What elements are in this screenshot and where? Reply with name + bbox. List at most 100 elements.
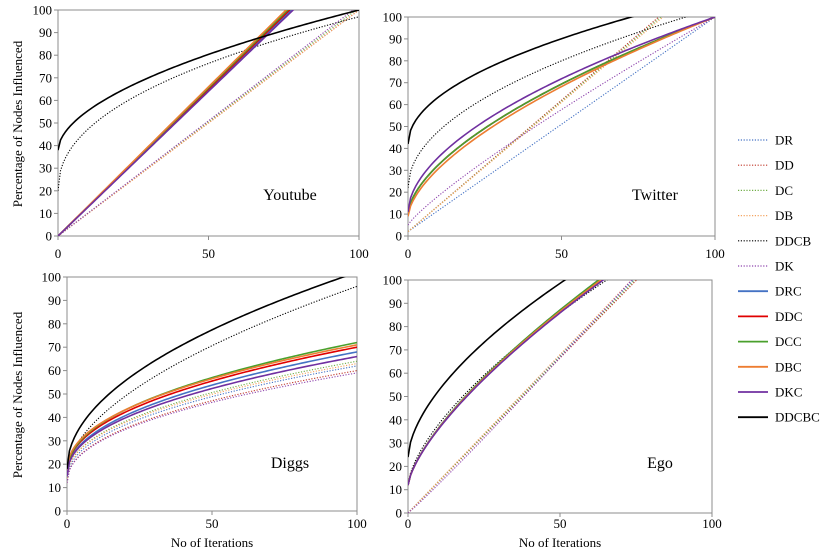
x-tick-label: 0 (64, 516, 71, 531)
y-tick-label: 80 (39, 48, 52, 63)
x-tick-label: 100 (349, 246, 369, 261)
legend-item-ddcb: DDCB (738, 233, 811, 248)
y-tick-label: 10 (389, 482, 402, 497)
series-line-ddc (408, 17, 715, 215)
legend-item-dr: DR (738, 133, 793, 148)
y-tick-label: 30 (389, 436, 402, 451)
legend-label: DKC (775, 385, 802, 400)
y-tick-label: 30 (48, 433, 61, 448)
y-tick-label: 20 (389, 185, 402, 200)
x-tick-label: 50 (555, 246, 568, 261)
panel-title: Twitter (632, 187, 679, 204)
legend-label: DDC (775, 309, 802, 324)
legend-item-dd: DD (738, 158, 794, 173)
y-tick-label: 60 (389, 366, 402, 381)
y-tick-label: 40 (389, 412, 402, 427)
x-tick-label: 0 (405, 516, 412, 531)
x-axis-label: No of Iterations (171, 535, 253, 550)
legend-item-drc: DRC (738, 284, 802, 299)
y-tick-label: 50 (389, 119, 402, 134)
series-line-dbc (408, 17, 715, 217)
series-line-dkc (408, 17, 715, 213)
series-line-dc (67, 360, 357, 479)
y-tick-label: 20 (39, 183, 52, 198)
series-line-ddcbc (67, 277, 346, 469)
x-tick-label: 100 (705, 246, 725, 261)
legend-item-ddcbc: DDCBC (738, 410, 820, 425)
y-tick-label: 60 (389, 97, 402, 112)
plot-frame (407, 279, 713, 514)
series-line-dcc (408, 280, 600, 486)
y-tick-label: 20 (389, 459, 402, 474)
legend-label: DD (775, 158, 794, 173)
series-line-ddcb (58, 16, 359, 191)
legend-label: DR (775, 133, 793, 148)
y-tick-label: 100 (383, 10, 403, 25)
y-tick-label: 30 (389, 163, 402, 178)
series-line-db (408, 280, 633, 513)
x-tick-label: 0 (55, 246, 62, 261)
series-group (58, 10, 359, 236)
legend-item-dc: DC (738, 183, 793, 198)
legend-label: DRC (775, 284, 802, 299)
y-tick-label: 100 (42, 270, 62, 285)
y-tick-label: 50 (48, 387, 61, 402)
x-tick-label: 50 (202, 246, 215, 261)
y-tick-label: 0 (46, 229, 53, 244)
y-tick-label: 70 (39, 70, 52, 85)
y-tick-label: 40 (389, 141, 402, 156)
y-tick-label: 70 (389, 342, 402, 357)
series-line-dkc (408, 280, 605, 486)
x-tick-label: 0 (405, 246, 412, 261)
series-group (408, 280, 638, 513)
panel-title: Diggs (271, 455, 309, 472)
y-tick-label: 10 (389, 207, 402, 222)
panel-youtube: 0 10 20 30 40 50 60 70 80 90 100 0 50 100 Youtube (33, 3, 369, 262)
series-line-drc (67, 351, 357, 477)
y-tick-label: 80 (48, 316, 61, 331)
series-line-db (67, 363, 357, 479)
legend-label: DK (775, 259, 794, 274)
y-tick-label: 90 (389, 296, 402, 311)
y-tick-label: 90 (39, 25, 52, 40)
series-line-drc (408, 17, 715, 215)
panel-ego: 0 10 20 30 40 50 60 70 80 90 100 0 50 100 Ego No of Ite… (383, 273, 722, 551)
legend: DR DD DC DB DDCB DK DRC DDC DCC DBC DKC DDCBC (738, 133, 820, 425)
series-line-dk (408, 280, 633, 513)
y-tick-label: 10 (48, 480, 61, 495)
series-line-dcc (408, 17, 715, 215)
series-line-db (58, 10, 359, 236)
series-line-dcc (67, 341, 357, 474)
x-tick-label: 50 (554, 516, 567, 531)
series-line-dbc (67, 344, 357, 472)
y-tick-label: 70 (48, 340, 61, 355)
y-tick-label: 30 (39, 161, 52, 176)
y-axis-label-bottom: Percentage of Nodes Influenced (10, 311, 25, 478)
legend-label: DBC (775, 359, 802, 374)
y-tick-label: 50 (389, 389, 402, 404)
series-line-ddcbc (408, 280, 567, 458)
series-group (67, 277, 357, 484)
series-line-ddcb (408, 17, 688, 188)
y-tick-label: 20 (48, 457, 61, 472)
y-tick-label: 40 (48, 410, 61, 425)
panel-title: Ego (647, 455, 673, 472)
series-line-dkc (58, 10, 295, 236)
x-tick-label: 100 (702, 516, 722, 531)
x-tick-label: 50 (206, 516, 219, 531)
series-line-drc (408, 280, 600, 486)
legend-label: DCC (775, 334, 802, 349)
series-line-ddcb (67, 285, 357, 474)
series-line-ddcbc (408, 17, 635, 145)
legend-item-dcc: DCC (738, 334, 802, 349)
y-axis-label-top: Percentage of Nodes Influenced (10, 40, 25, 207)
series-group (408, 17, 715, 233)
legend-label: DDCBC (775, 410, 820, 425)
series-line-dr (67, 365, 357, 481)
y-tick-label: 40 (39, 138, 52, 153)
y-tick-label: 50 (39, 116, 52, 131)
panel-diggs: 0 10 20 30 40 50 60 70 80 90 100 0 50 100 Diggs No of I… (42, 270, 367, 551)
legend-item-db: DB (738, 208, 793, 223)
y-tick-label: 60 (39, 93, 52, 108)
